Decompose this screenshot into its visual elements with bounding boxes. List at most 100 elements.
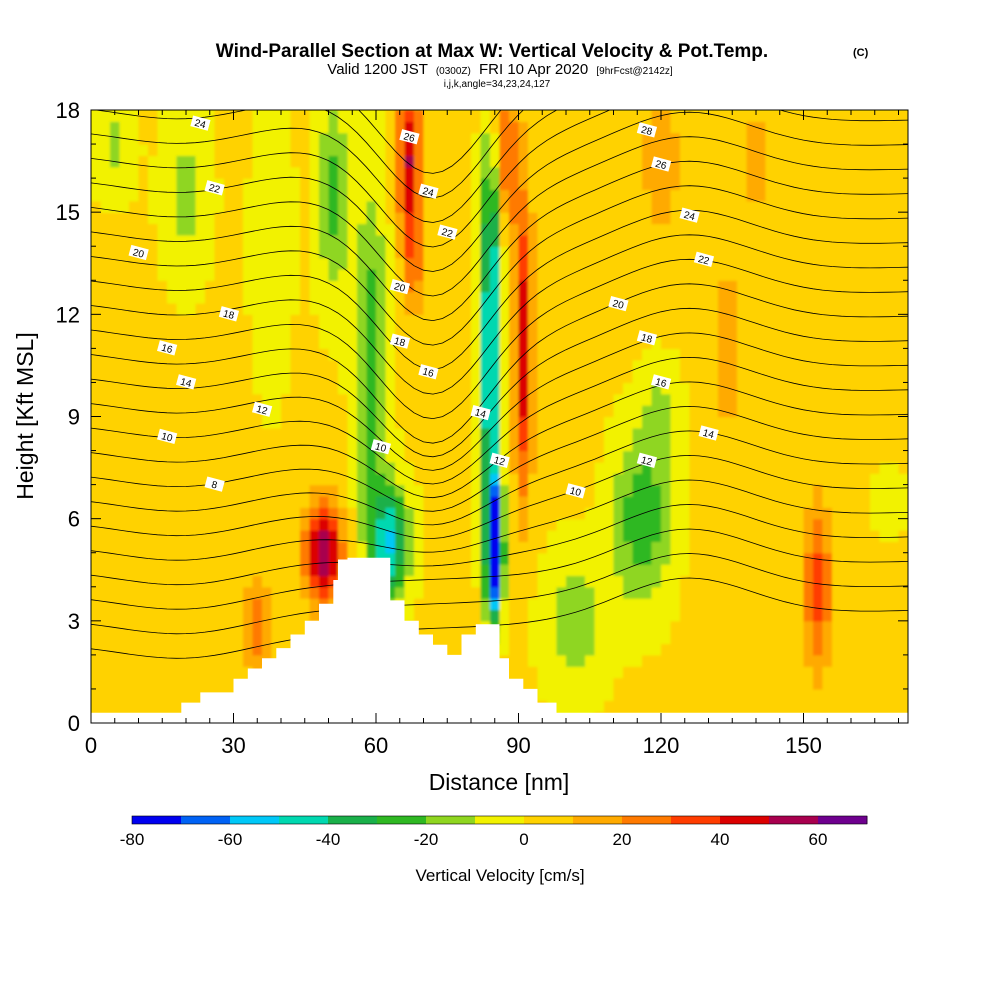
velocity-cell — [499, 495, 510, 508]
theta-label: 20 — [128, 244, 149, 261]
velocity-cell — [623, 484, 634, 497]
velocity-cell — [784, 586, 795, 599]
velocity-cell — [357, 302, 368, 315]
x-axis-label: Distance [nm] — [429, 769, 570, 795]
velocity-cell — [243, 518, 254, 531]
plot-area: 2422201816141210826242220181614121028262… — [91, 110, 908, 723]
velocity-cell — [537, 337, 548, 349]
velocity-cell — [300, 382, 311, 395]
velocity-cell — [195, 200, 206, 213]
velocity-cell — [528, 348, 539, 361]
velocity-cell — [832, 268, 843, 281]
velocity-cell — [822, 337, 833, 349]
velocity-cell — [385, 166, 396, 179]
velocity-cell — [195, 110, 206, 122]
velocity-cell — [395, 564, 406, 577]
subtitle-valid: Valid 1200 JST — [327, 61, 427, 78]
velocity-cell — [784, 371, 795, 384]
velocity-cell — [205, 280, 216, 293]
velocity-cell — [138, 166, 149, 179]
velocity-cell — [898, 189, 908, 202]
y-tick-label: 15 — [56, 200, 80, 225]
velocity-cell — [100, 632, 111, 645]
velocity-cell — [718, 359, 729, 372]
velocity-cell — [271, 302, 282, 315]
velocity-cell — [395, 405, 406, 418]
velocity-cell — [110, 371, 121, 384]
velocity-cell — [727, 348, 738, 361]
velocity-cell — [290, 144, 301, 157]
velocity-cell — [613, 439, 624, 452]
velocity-cell — [271, 166, 282, 179]
velocity-cell — [594, 473, 605, 486]
velocity-cell — [775, 507, 786, 520]
velocity-cell — [404, 439, 415, 452]
velocity-cell — [803, 439, 814, 452]
velocity-cell — [243, 246, 254, 259]
velocity-cell — [661, 552, 672, 565]
velocity-cell — [328, 484, 339, 497]
velocity-cell — [841, 688, 852, 701]
velocity-cell — [338, 110, 349, 122]
velocity-cell — [737, 632, 748, 645]
velocity-cell — [775, 189, 786, 202]
velocity-cell — [765, 121, 776, 134]
velocity-cell — [224, 110, 235, 122]
velocity-cell — [186, 439, 197, 452]
velocity-cell — [442, 371, 453, 384]
velocity-cell — [110, 609, 121, 622]
velocity-cell — [129, 302, 140, 315]
velocity-cell — [879, 484, 890, 497]
velocity-cell — [433, 484, 444, 497]
velocity-cell — [851, 337, 862, 349]
velocity-cell — [262, 178, 273, 191]
velocity-cell — [727, 473, 738, 486]
velocity-cell — [566, 132, 577, 145]
velocity-cell — [252, 564, 263, 577]
velocity-cell — [898, 632, 908, 645]
velocity-cell — [841, 620, 852, 633]
velocity-cell — [632, 575, 643, 588]
colorbar-swatch — [720, 816, 770, 824]
velocity-cell — [803, 359, 814, 372]
velocity-cell — [879, 325, 890, 338]
velocity-cell — [119, 393, 130, 406]
velocity-cell — [480, 302, 491, 315]
velocity-cell — [651, 473, 662, 486]
theta-label: 10 — [157, 428, 178, 445]
velocity-cell — [775, 132, 786, 145]
velocity-cell — [509, 155, 520, 168]
velocity-cell — [680, 132, 691, 145]
velocity-cell — [490, 212, 501, 225]
velocity-cell — [300, 223, 311, 236]
velocity-cell — [138, 348, 149, 361]
velocity-cell — [499, 643, 510, 656]
velocity-cell — [898, 121, 908, 134]
velocity-cell — [547, 530, 558, 542]
velocity-cell — [642, 518, 653, 531]
velocity-cell — [300, 212, 311, 225]
velocity-cell — [537, 609, 548, 622]
velocity-cell — [841, 450, 852, 463]
velocity-cell — [851, 575, 862, 588]
velocity-cell — [176, 461, 187, 474]
velocity-cell — [100, 609, 111, 622]
velocity-cell — [699, 337, 710, 349]
velocity-cell — [737, 439, 748, 452]
velocity-cell — [651, 212, 662, 225]
velocity-cell — [205, 189, 216, 202]
velocity-cell — [319, 495, 330, 508]
velocity-cell — [319, 325, 330, 338]
velocity-cell — [509, 586, 520, 599]
velocity-cell — [642, 166, 653, 179]
velocity-cell — [594, 495, 605, 508]
velocity-cell — [91, 552, 102, 565]
velocity-cell — [556, 609, 567, 622]
velocity-cell — [699, 552, 710, 565]
velocity-cell — [404, 246, 415, 259]
velocity-cell — [765, 461, 776, 474]
velocity-cell — [765, 314, 776, 327]
velocity-cell — [224, 234, 235, 247]
velocity-cell — [556, 620, 567, 633]
velocity-cell — [167, 189, 178, 202]
